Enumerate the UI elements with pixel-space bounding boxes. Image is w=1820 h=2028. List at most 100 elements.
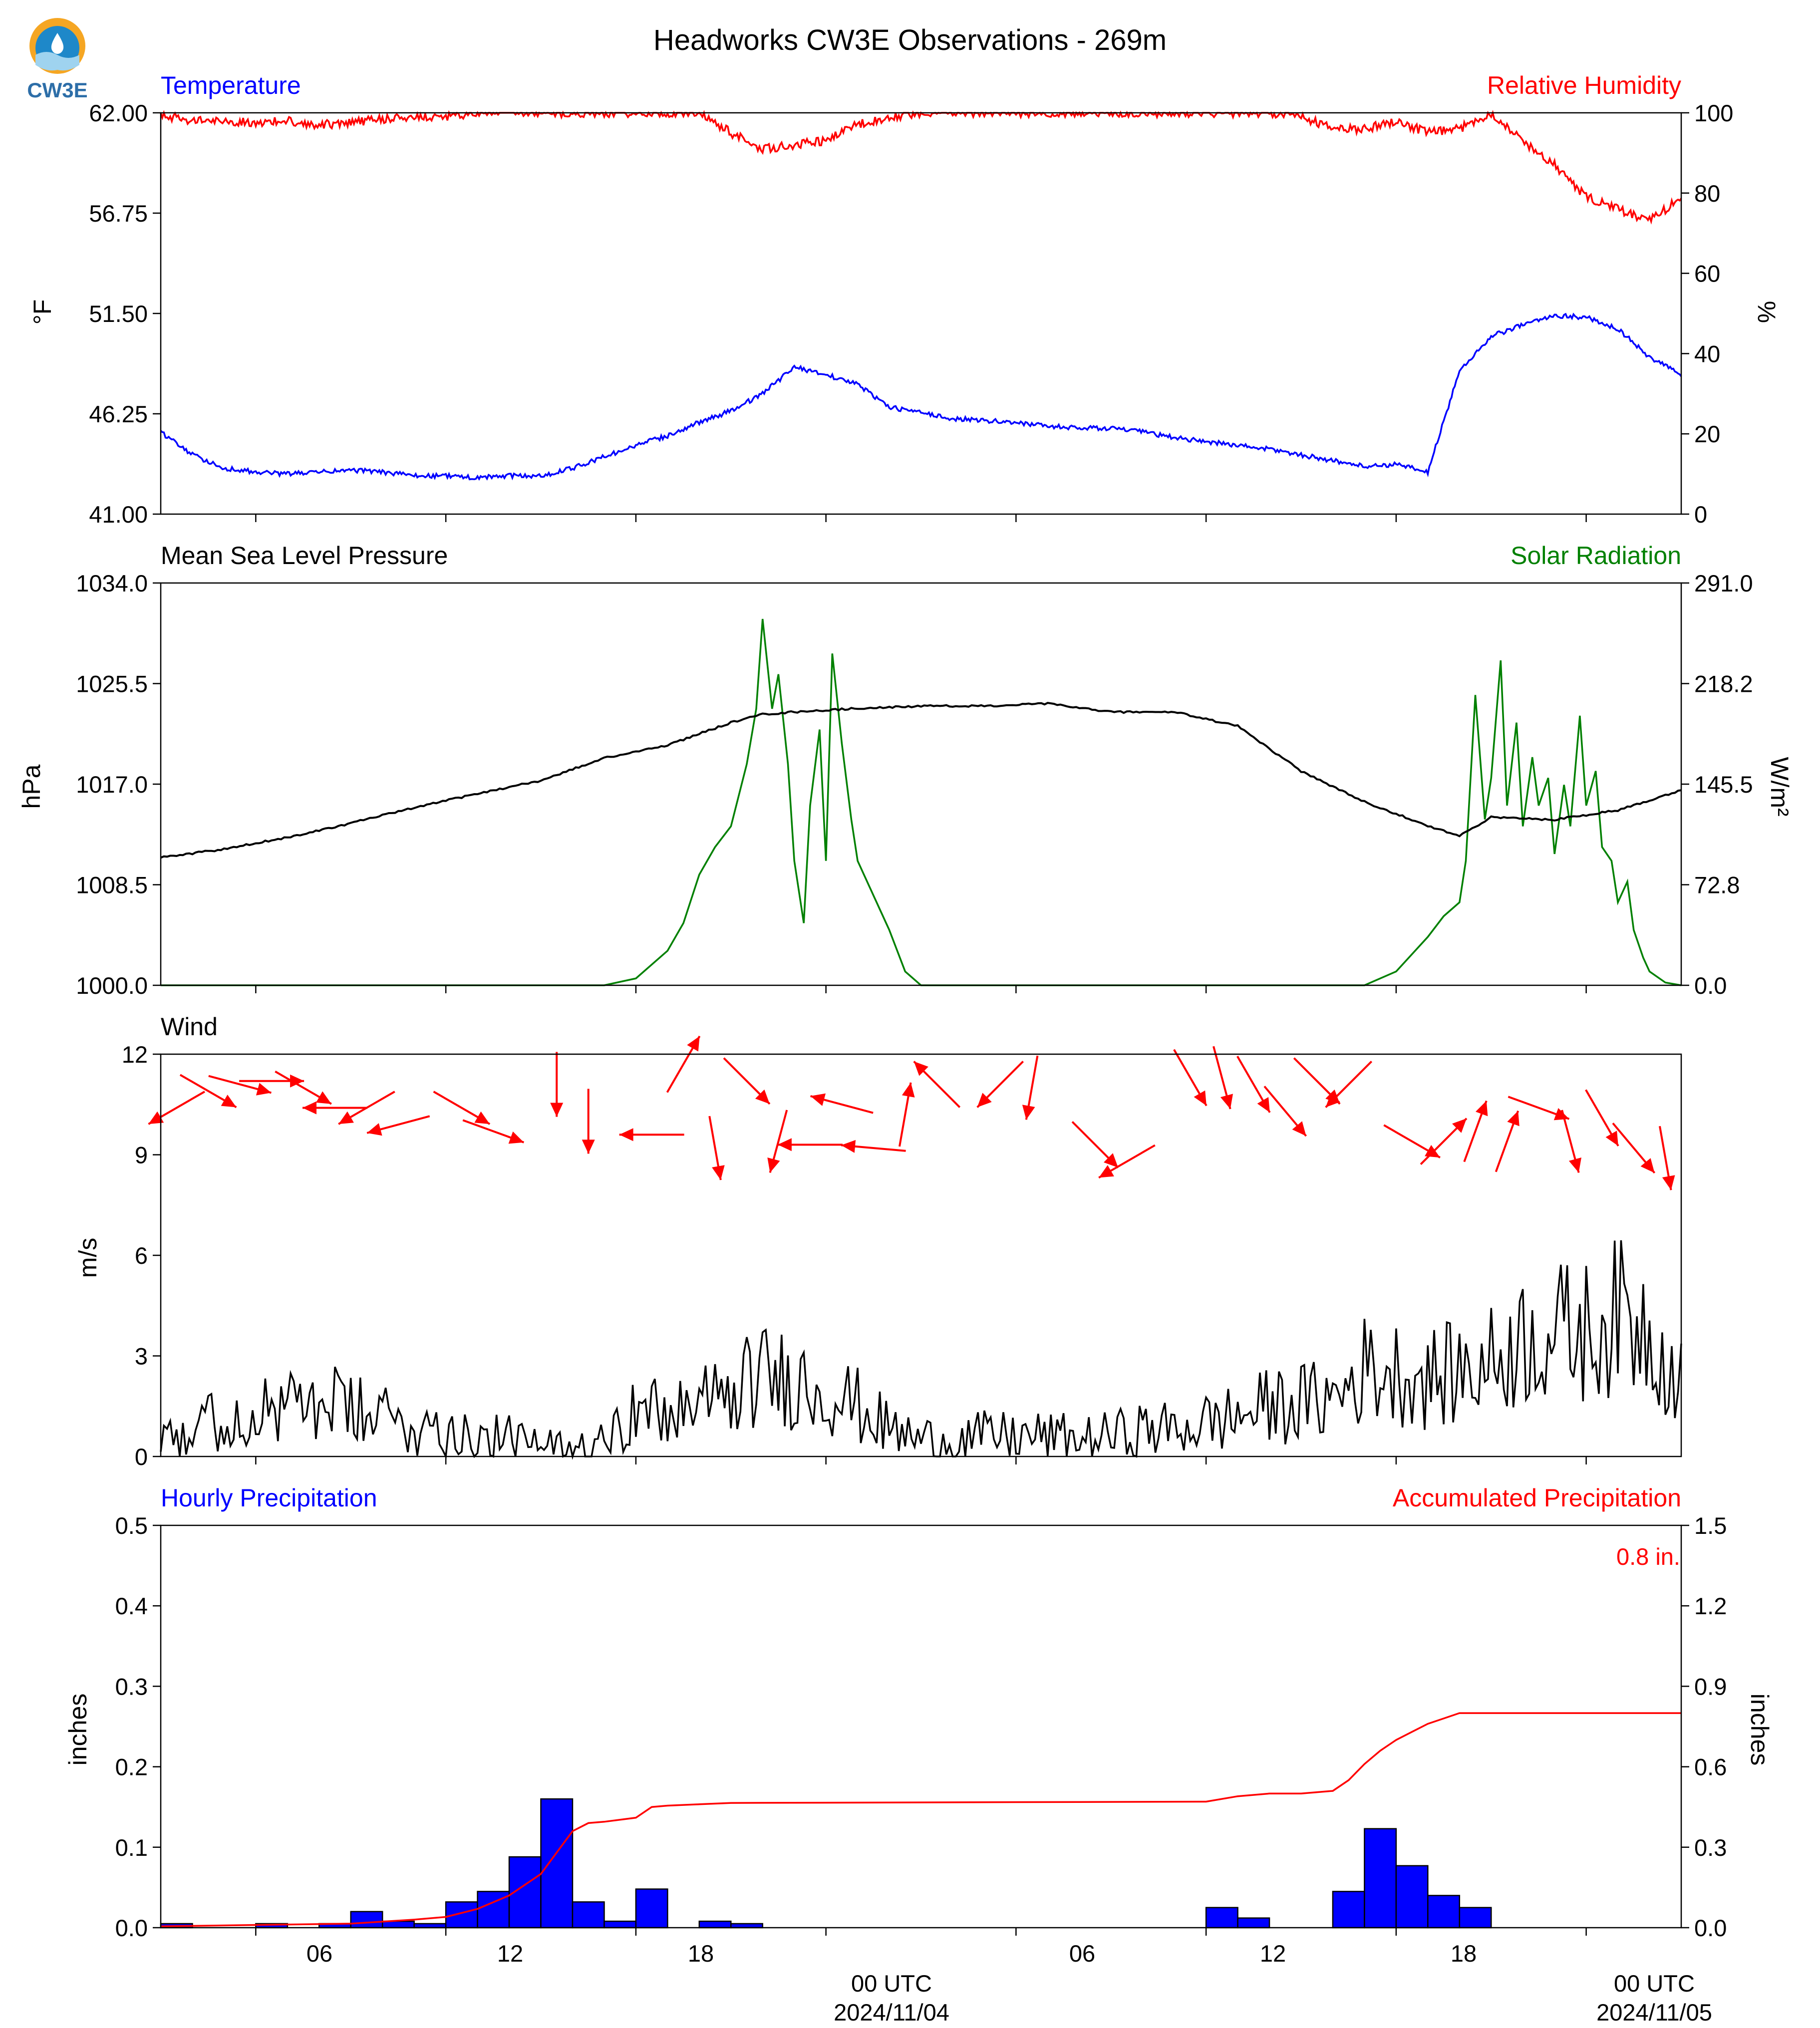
temperature-axis-label: °F: [28, 299, 56, 325]
solar-tick-label: 218.2: [1694, 671, 1753, 697]
arrow-head: [1292, 1121, 1306, 1136]
cw3e-logo: [29, 18, 85, 74]
hourly-precip-tick-label: 0.1: [115, 1834, 148, 1861]
wind-direction-arrow: [338, 1091, 395, 1125]
wind-direction-arrow: [899, 1082, 915, 1147]
wind-direction-arrow: [810, 1093, 874, 1114]
arrow-head: [1553, 1108, 1569, 1121]
humidity-tick-label: 100: [1694, 100, 1733, 126]
arrow-head: [687, 1036, 700, 1052]
accum-precip-tick-label: 0.6: [1694, 1754, 1727, 1780]
wind-tick-label: 9: [135, 1142, 148, 1168]
arrow-head: [148, 1111, 164, 1124]
wind-direction-arrow: [179, 1074, 237, 1109]
humidity-tick-label: 0: [1694, 501, 1707, 528]
hourly-precip-bar: [635, 1888, 668, 1929]
x-date-label: 2024/11/05: [1596, 1999, 1712, 2026]
wind-direction-arrow: [1585, 1089, 1619, 1147]
wind-tick-label: 12: [122, 1041, 148, 1068]
accum-precip-axis-label: inches: [1746, 1694, 1774, 1766]
arrow-head: [1640, 1158, 1655, 1173]
wind-tick-label: 3: [135, 1343, 148, 1370]
wind-direction-arrow: [1236, 1056, 1271, 1113]
hourly-precip-tick-label: 0.0: [115, 1915, 148, 1941]
humidity-tick-label: 20: [1694, 421, 1720, 447]
x-tick-label: 12: [497, 1940, 523, 1967]
arrow-head: [712, 1165, 725, 1180]
precip-total-label: 0.8 in.: [1616, 1543, 1680, 1570]
x-tick-label: 06: [306, 1940, 332, 1967]
x-tick-label: 00 UTC: [851, 1970, 932, 1997]
wind-direction-arrow: [303, 1101, 368, 1115]
humidity-tick-label: 60: [1694, 261, 1720, 287]
x-tick-label: 06: [1069, 1940, 1095, 1967]
arrow-head: [582, 1140, 595, 1154]
accum-precip-tick-label: 1.5: [1694, 1512, 1727, 1539]
arrow-head: [755, 1089, 770, 1104]
temperature-humidity-panel: 41.00 46.25 51.50 56.75 62.00 0 20 40 60 80 100 Te…: [28, 71, 1781, 528]
pressure-tick-label: 1034.0: [76, 570, 148, 596]
arrow-head: [1507, 1111, 1519, 1127]
wind-direction-arrow: [708, 1116, 725, 1180]
arrow-head: [1099, 1165, 1114, 1178]
wind-direction-arrow: [275, 1070, 332, 1105]
arrow-head: [1605, 1131, 1618, 1146]
pressure-solar-panel: 1000.0 1008.5 1017.0 1025.5 1034.0 0.0 72.8 145…: [17, 542, 1794, 999]
x-tick-label: 00 UTC: [1614, 1970, 1695, 1997]
arrow-head: [841, 1140, 856, 1153]
wind-direction-arrow: [1071, 1121, 1119, 1168]
temperature-tick-label: 62.00: [89, 100, 148, 126]
hourly-precip-bar: [540, 1798, 574, 1929]
arrow-head: [1662, 1175, 1675, 1190]
hourly-precip-tick-label: 0.2: [115, 1754, 148, 1780]
hourly-precip-axis-label: inches: [64, 1694, 92, 1766]
arrow-head: [303, 1101, 316, 1115]
wind-title: Wind: [161, 1013, 218, 1041]
wind-direction-arrow: [433, 1091, 491, 1125]
solar-axis-label: W/m²: [1766, 757, 1794, 816]
temperature-tick-label: 56.75: [89, 200, 148, 227]
arrow-head: [1452, 1118, 1467, 1133]
solar-tick-label: 145.5: [1694, 771, 1753, 798]
wind-direction-arrow: [208, 1075, 272, 1096]
arrow-head: [913, 1061, 928, 1076]
arrow-head: [221, 1095, 237, 1108]
wind-axis-label: m/s: [74, 1238, 102, 1278]
arrow-head: [767, 1158, 780, 1173]
arrow-head: [1104, 1153, 1118, 1168]
arrow-head: [1022, 1105, 1035, 1120]
accum-precip-tick-label: 0.0: [1694, 1915, 1727, 1941]
logo-text: CW3E: [27, 78, 87, 102]
pressure-solar-plot: 1000.0 1008.5 1017.0 1025.5 1034.0 0.0 72.8 145…: [76, 570, 1753, 999]
humidity-axis-label: %: [1753, 301, 1781, 323]
wind-direction-arrow: [1495, 1110, 1519, 1172]
temperature-humidity-plot: 41.00 46.25 51.50 56.75 62.00 0 20 40 60 80 100: [89, 100, 1733, 528]
wind-direction-arrow: [1325, 1061, 1373, 1108]
wind-direction-arrow: [767, 1110, 788, 1173]
temperature-tick-label: 51.50: [89, 300, 148, 327]
wind-direction-arrow: [976, 1061, 1024, 1108]
arrow-head: [1476, 1101, 1488, 1117]
chart-title: Headworks CW3E Observations - 269m: [653, 24, 1167, 56]
arrow-head: [1568, 1158, 1581, 1173]
x-tick-label: 18: [1451, 1940, 1477, 1967]
x-axis-labels: 06 12 18 00 UTC 06 12 18 00 UTC 2024/11/…: [306, 1940, 1712, 2026]
solar-tick-label: 291.0: [1694, 570, 1753, 596]
temperature-tick-label: 46.25: [89, 401, 148, 427]
accum-precip-tick-label: 1.2: [1694, 1593, 1727, 1619]
accum-precip-tick-label: 0.3: [1694, 1834, 1727, 1861]
arrow-head: [367, 1123, 382, 1136]
hourly-precip-bar: [445, 1901, 478, 1929]
accum-precip-tick-label: 0.9: [1694, 1673, 1727, 1700]
accum-precip-title: Accumulated Precipitation: [1393, 1484, 1681, 1512]
wind-direction-arrow: [841, 1140, 906, 1153]
arrow-head: [508, 1131, 524, 1144]
solar-title: Solar Radiation: [1511, 542, 1681, 570]
x-tick-label: 18: [688, 1940, 714, 1967]
precipitation-panel: 0.0 0.1 0.2 0.3 0.4 0.5 0.0 0.3 0.6 0.9 1.2 1.5 Hou…: [64, 1484, 1774, 1941]
hourly-precip-tick-label: 0.3: [115, 1673, 148, 1700]
wind-direction-arrow: [1612, 1122, 1656, 1174]
hourly-precip-title: Hourly Precipitation: [161, 1484, 377, 1512]
humidity-tick-label: 80: [1694, 180, 1720, 207]
hourly-precip-bar: [698, 1920, 732, 1929]
